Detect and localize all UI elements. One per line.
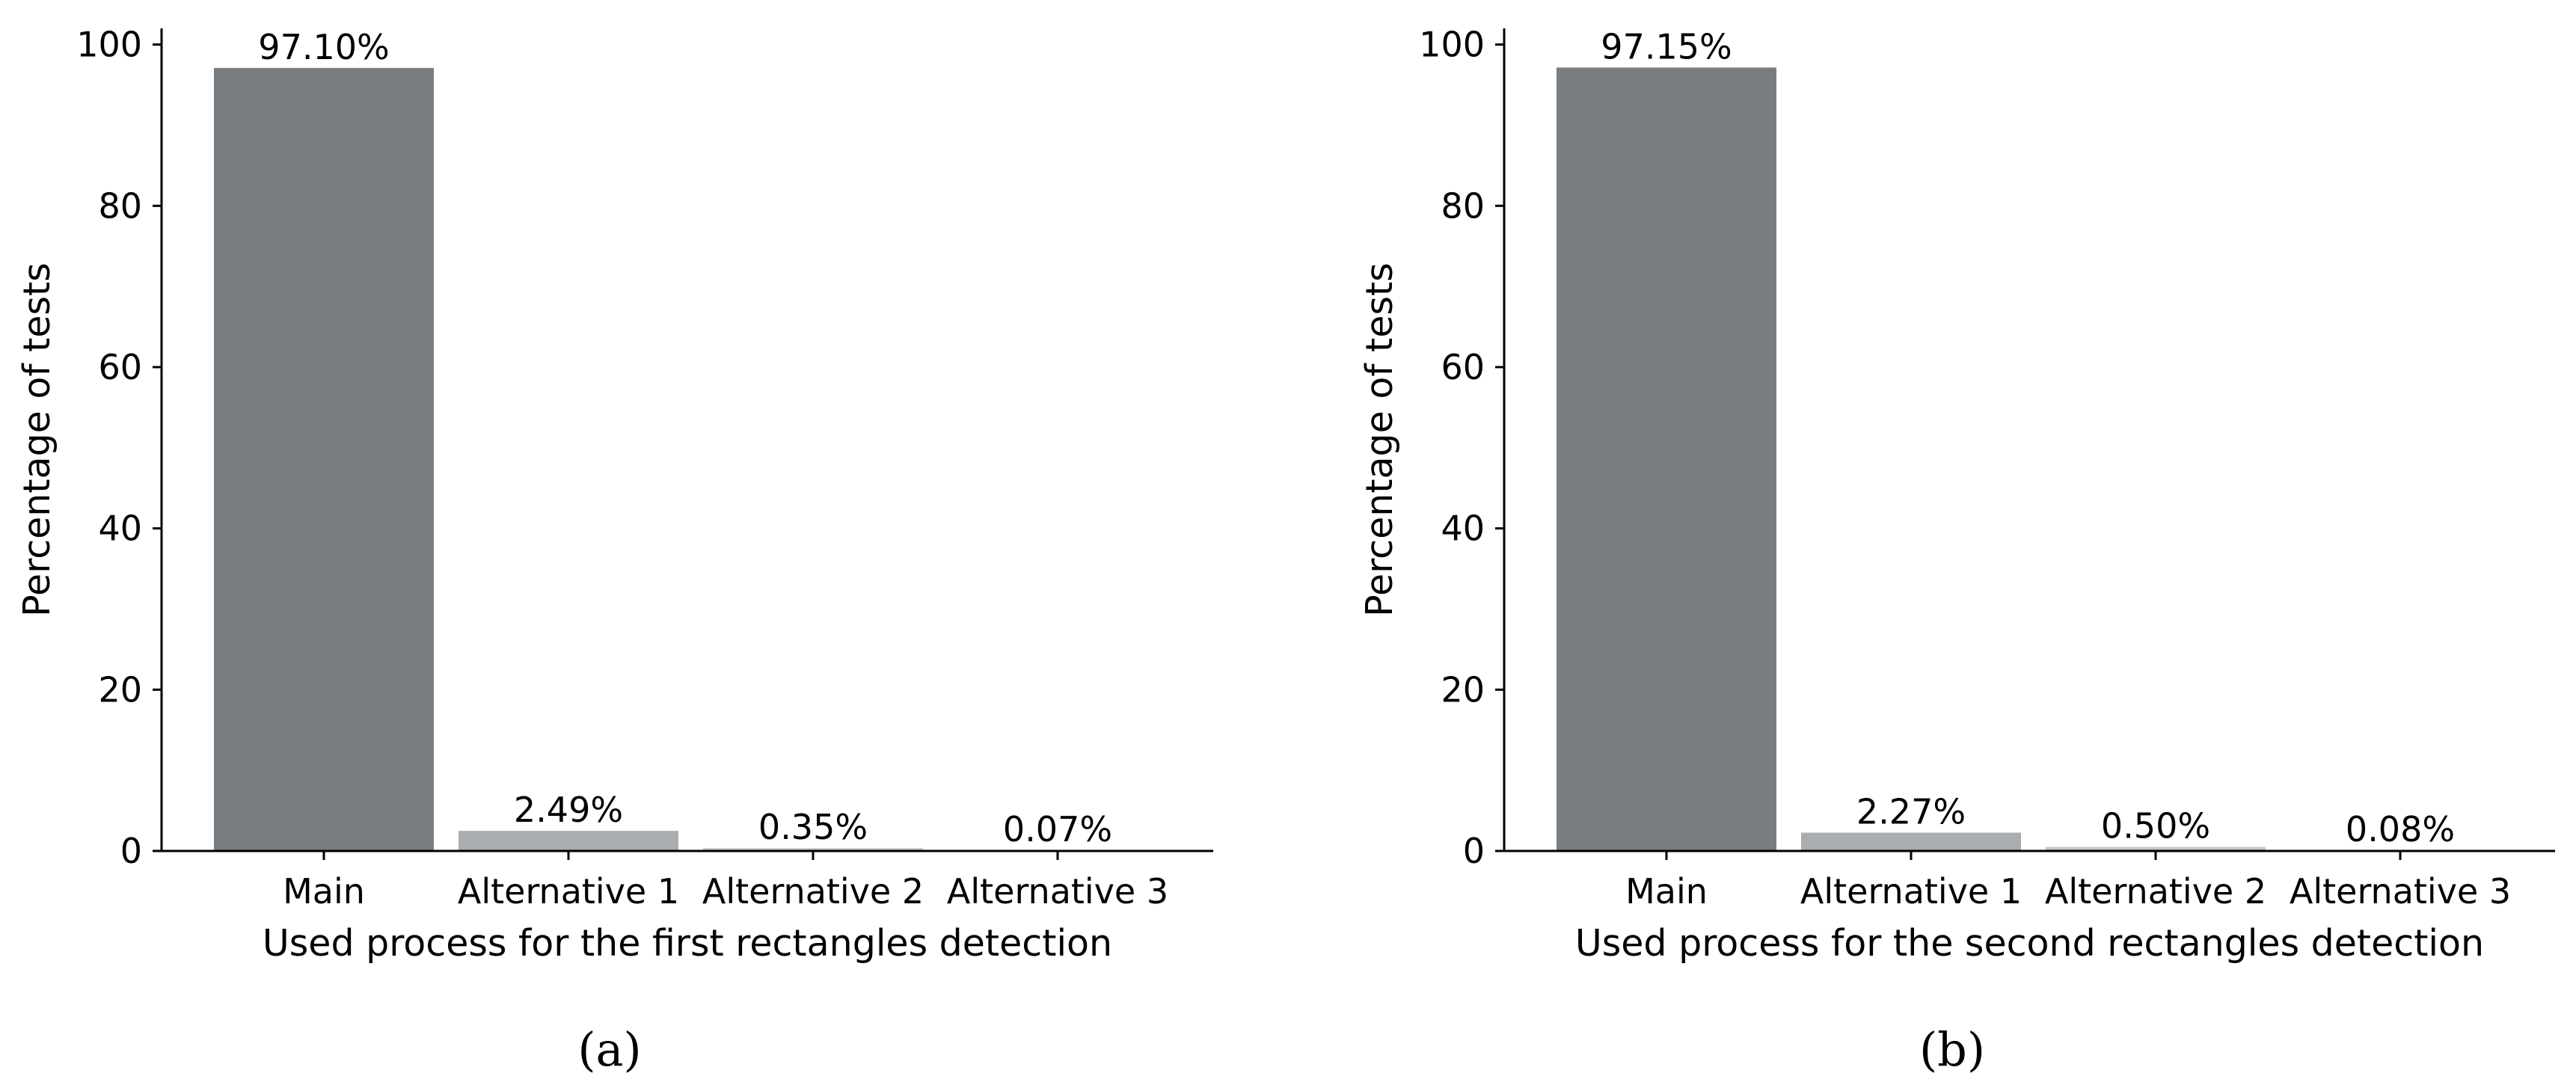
y-tick-label: 40: [1441, 508, 1485, 549]
bar-value-label: 0.08%: [2346, 809, 2455, 849]
x-axis-label: Used process for the second rectangles d…: [1575, 922, 2484, 965]
bar-value-label: 97.10%: [258, 27, 389, 67]
bar-2: [459, 831, 678, 851]
x-tick-label: Alternative 3: [947, 871, 1168, 912]
y-tick-label: 60: [1441, 347, 1485, 387]
y-tick-label: 20: [1441, 669, 1485, 710]
panel-caption: (b): [1919, 1022, 1985, 1077]
bar-value-label: 2.27%: [1856, 792, 1966, 832]
y-tick-label: 100: [76, 25, 142, 65]
x-tick-label: Main: [1625, 871, 1708, 912]
bar-value-label: 2.49%: [514, 790, 623, 830]
y-axis-label: Percentage of tests: [16, 262, 58, 617]
y-tick-label: 80: [1441, 185, 1485, 226]
bar-1: [214, 67, 434, 851]
bar-value-label: 97.15%: [1601, 26, 1732, 67]
bar-value-label: 0.35%: [758, 807, 868, 847]
y-axis-label: Percentage of tests: [1358, 262, 1401, 617]
bar-value-label: 0.07%: [1003, 809, 1112, 849]
bar-3: [703, 848, 923, 851]
x-tick-label: Alternative 1: [1800, 871, 2022, 912]
bar-3: [2046, 846, 2266, 851]
y-tick-label: 0: [120, 831, 142, 871]
x-tick-label: Alternative 2: [2045, 871, 2266, 912]
x-tick-label: Main: [283, 871, 365, 912]
chart-panel-b: 97.15% Main 2.27% Alternative 1 0.50% Alterna…: [1358, 25, 2555, 1077]
y-tick-label: 0: [1463, 831, 1485, 871]
bar-value-label: 0.50%: [2101, 806, 2210, 846]
y-tick-label: 40: [98, 508, 142, 549]
x-tick-label: Alternative 2: [702, 871, 924, 912]
x-tick-label: Alternative 1: [458, 871, 679, 912]
bar-2: [1801, 832, 2021, 851]
bar-1: [1557, 67, 1776, 851]
y-tick-label: 20: [98, 669, 142, 710]
x-axis-label: Used process for the first rectangles de…: [263, 922, 1112, 965]
y-tick-label: 100: [1419, 25, 1485, 65]
chart-panel-a: 97.10% Main 2.49% Alternative 1 0.35% Alterna…: [16, 25, 1213, 1077]
y-tick-label: 60: [98, 347, 142, 387]
y-tick-label: 80: [98, 185, 142, 226]
x-tick-label: Alternative 3: [2290, 871, 2511, 912]
panel-caption: (a): [577, 1022, 641, 1077]
